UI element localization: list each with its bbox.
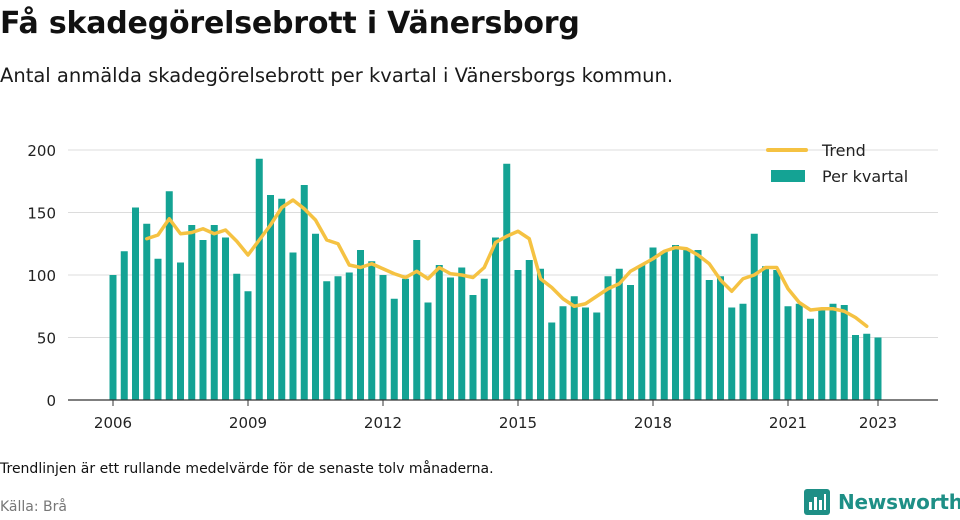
bar	[188, 225, 196, 400]
bar	[750, 233, 758, 400]
bar	[447, 277, 454, 400]
bar	[694, 250, 702, 400]
bar	[784, 306, 792, 400]
bar	[503, 163, 511, 400]
x-tick-label: 2018	[634, 414, 672, 432]
bar	[345, 272, 353, 400]
y-tick-label: 100	[27, 267, 56, 285]
bar	[480, 278, 488, 400]
bar	[559, 306, 567, 400]
bar	[818, 310, 826, 400]
x-tick-label: 2021	[769, 414, 807, 432]
source-credit: Källa: Brå	[0, 499, 67, 515]
bar	[615, 268, 623, 400]
x-tick-label: 2009	[229, 414, 267, 432]
bar	[840, 305, 848, 400]
bar	[570, 296, 578, 400]
y-tick-label: 50	[37, 330, 56, 348]
trend-series	[145, 198, 869, 328]
legend-trend-label: Trend	[821, 141, 866, 160]
bar	[143, 223, 151, 400]
bar	[300, 185, 308, 400]
bar	[649, 247, 657, 400]
bar	[717, 276, 724, 400]
bar	[289, 252, 297, 400]
chart-area: 0 50 100 150 200 2006 2009 2012 2015 2018 2021 202…	[27, 141, 938, 432]
bar	[582, 307, 589, 400]
bar	[154, 258, 162, 400]
bar	[525, 260, 533, 400]
bar	[312, 233, 319, 400]
brand-logo: Newsworthy	[804, 489, 960, 515]
bar	[874, 337, 882, 400]
bar	[278, 198, 286, 400]
bar	[469, 295, 477, 400]
y-tick-label: 0	[46, 392, 56, 410]
x-tick-label: 2012	[364, 414, 402, 432]
bar	[492, 237, 499, 400]
bar	[323, 281, 331, 400]
bar	[852, 335, 859, 400]
bar	[368, 261, 376, 400]
bar	[638, 265, 646, 400]
bar	[863, 333, 871, 400]
bar	[683, 248, 691, 400]
bar	[604, 276, 612, 400]
brand-name: Newsworthy	[838, 490, 960, 514]
y-tick-label: 200	[27, 142, 56, 160]
legend-bar-label: Per kvartal	[822, 167, 908, 186]
bar	[627, 285, 634, 400]
bar	[199, 240, 207, 400]
bar	[593, 312, 601, 400]
bar	[390, 298, 398, 400]
bar-chart-logo-icon	[804, 489, 830, 515]
bar	[807, 318, 814, 400]
y-axis-ticks: 0 50 100 150 200	[27, 142, 56, 410]
bar	[357, 250, 364, 400]
bar	[728, 307, 736, 400]
bars-per-kvartal	[109, 158, 882, 400]
bar	[165, 191, 173, 400]
chart-subtitle: Antal anmälda skadegörelsebrott per kvar…	[0, 64, 674, 87]
bar	[424, 302, 432, 400]
bar	[773, 270, 781, 400]
bar	[109, 275, 117, 400]
bar	[660, 251, 668, 400]
bar	[829, 303, 837, 400]
bar	[402, 278, 409, 400]
bar	[210, 225, 218, 400]
bar	[255, 158, 263, 400]
chart-title: Få skadegörelsebrott i Vänersborg	[0, 6, 580, 41]
bar	[413, 240, 421, 400]
legend-bar-swatch	[771, 170, 805, 182]
bar	[435, 265, 443, 400]
bar	[177, 262, 184, 400]
x-tick-label: 2023	[859, 414, 897, 432]
bar	[222, 237, 229, 400]
bar	[739, 303, 747, 400]
bar	[548, 322, 556, 400]
bar	[244, 291, 252, 400]
bar	[132, 207, 139, 400]
x-axis: 2006 2009 2012 2015 2018 2021 2023	[68, 399, 938, 432]
bar	[334, 276, 342, 400]
footnote: Trendlinjen är ett rullande medelvärde f…	[0, 461, 494, 477]
legend: Trend Per kvartal	[766, 141, 908, 186]
bar	[379, 275, 387, 400]
bar	[458, 267, 466, 400]
bar	[705, 280, 713, 400]
bar	[233, 273, 241, 400]
bar	[120, 251, 128, 400]
bar	[514, 270, 522, 400]
bar	[267, 195, 274, 400]
trend-line	[145, 198, 869, 328]
bar	[672, 245, 679, 400]
bar	[762, 266, 769, 400]
y-tick-label: 150	[27, 205, 56, 223]
bar	[795, 303, 803, 400]
x-tick-label: 2015	[499, 414, 537, 432]
bar	[537, 268, 544, 400]
x-tick-label: 2006	[94, 414, 132, 432]
